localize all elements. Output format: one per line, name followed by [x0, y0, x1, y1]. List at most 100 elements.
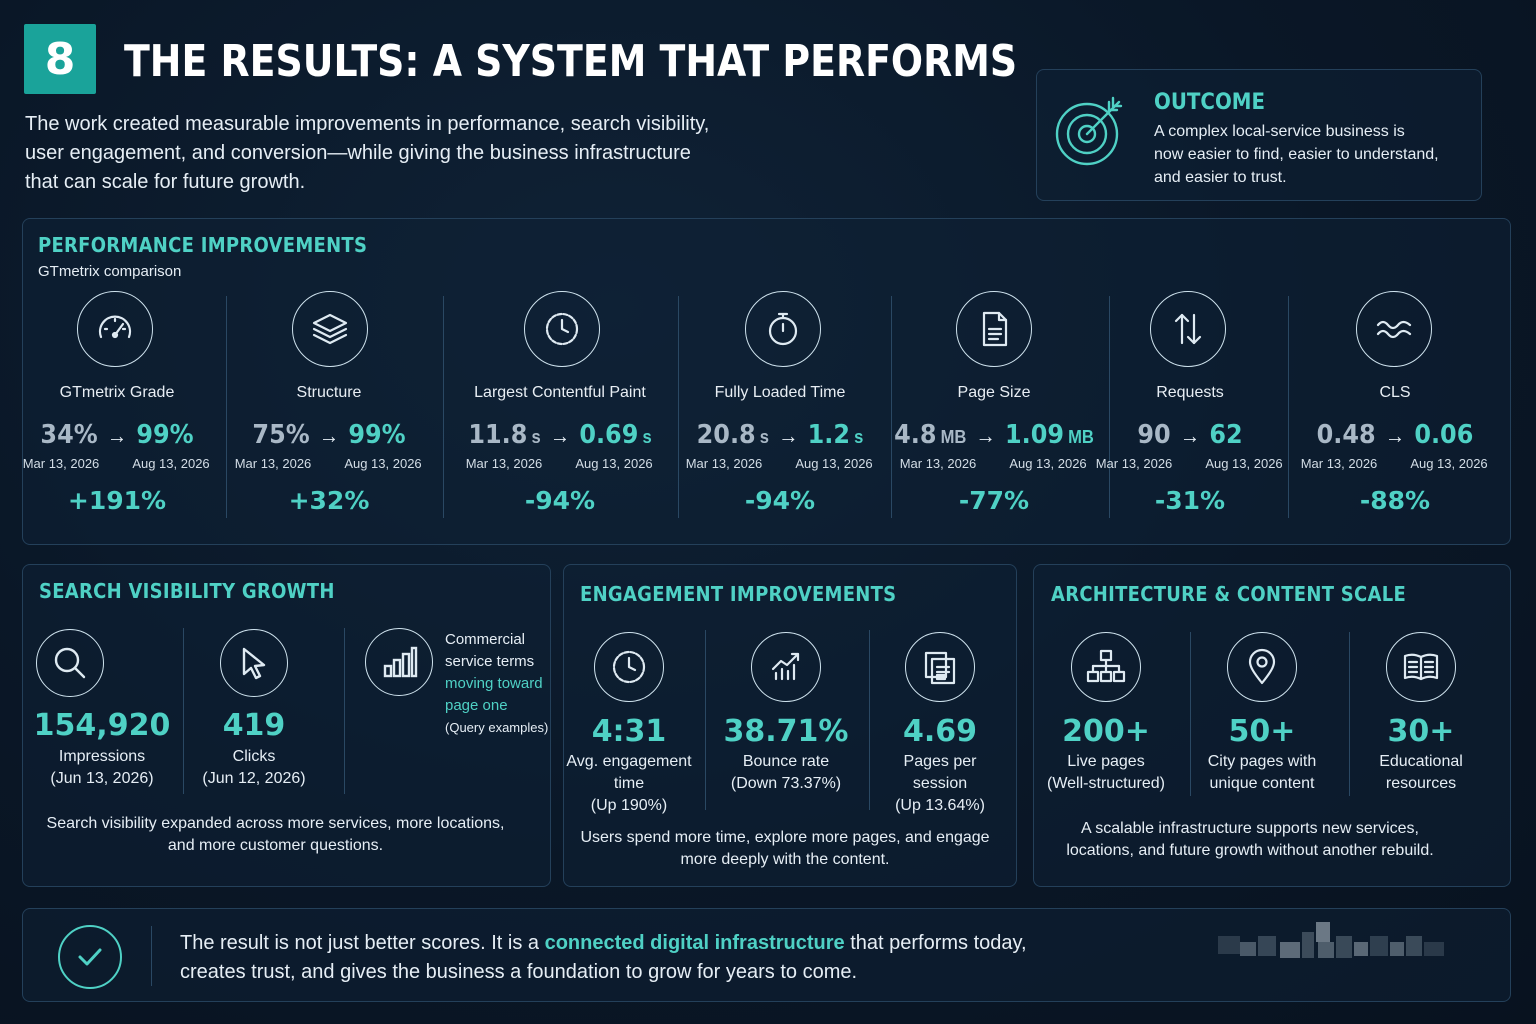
outcome-card: OUTCOME A complex local-service business…	[1036, 69, 1482, 201]
unit-before: s	[759, 427, 770, 447]
divider	[1109, 296, 1110, 518]
clicks-value: 419	[222, 708, 286, 743]
value-after: 1.09	[1004, 420, 1065, 450]
arrow-right-icon: →	[106, 423, 128, 448]
performance-title: PERFORMANCE IMPROVEMENTS	[38, 233, 368, 257]
book-icon	[1386, 632, 1456, 702]
metric-label: Page Size	[957, 384, 1031, 401]
unit-after: MB	[1068, 427, 1094, 447]
search-caption: Search visibility expanded across more s…	[46, 815, 505, 854]
arrow-right-icon: →	[1179, 423, 1201, 448]
value-after: 99%	[348, 420, 406, 450]
document-icon	[956, 291, 1032, 367]
value-before: 20.8	[696, 420, 756, 450]
metric-values: 4.8 MB → 1.09 MB	[893, 420, 1095, 450]
trend-chart-icon	[751, 632, 821, 702]
date-before: Mar 13, 2026	[234, 456, 312, 471]
divider	[151, 926, 152, 986]
impressions-value: 154,920	[33, 708, 171, 743]
search-panel	[22, 564, 551, 887]
metric-label: Structure	[296, 384, 362, 401]
metric-values: 20.8 s → 1.2 s	[679, 420, 881, 450]
stat-label: Pages per session (Up 13.64%)	[895, 753, 985, 814]
architecture-caption: A scalable infrastructure supports new s…	[1066, 820, 1434, 859]
stat-value: 4.69	[902, 714, 978, 749]
transfer-arrows-icon	[1150, 291, 1226, 367]
architecture-panel	[1033, 564, 1511, 887]
layers-icon	[292, 291, 368, 367]
date-before: Mar 13, 2026	[899, 456, 977, 471]
section-number-badge: 8	[24, 24, 96, 94]
date-before: Mar 13, 2026	[1095, 456, 1173, 471]
divider	[344, 628, 345, 794]
value-before: 0.48	[1316, 420, 1376, 450]
clock-icon	[594, 632, 664, 702]
value-after: 1.2	[807, 420, 851, 450]
performance-panel	[22, 218, 1511, 545]
outcome-title: OUTCOME	[1154, 90, 1266, 115]
search-icon	[36, 629, 104, 697]
divider	[891, 296, 892, 518]
value-after: 0.69	[579, 420, 639, 450]
metric-change: +32%	[288, 486, 370, 515]
metric-values: 11.8 s → 0.69 s	[459, 420, 661, 450]
stat-label: City pages with unique content	[1207, 753, 1317, 792]
metric-label: Fully Loaded Time	[714, 384, 846, 401]
wave-icon	[1356, 291, 1432, 367]
date-before: Mar 13, 2026	[22, 456, 100, 471]
metric-values: 34% → 99%	[16, 420, 218, 450]
value-before: 11.8	[468, 420, 528, 450]
performance-subtitle: GTmetrix comparison	[38, 263, 182, 280]
engagement-panel	[563, 564, 1017, 887]
arrow-right-icon: →	[318, 423, 340, 448]
divider	[1190, 632, 1191, 796]
stat-label: Bounce rate (Down 73.37%)	[730, 753, 842, 792]
search-title: SEARCH VISIBILITY GROWTH	[39, 579, 335, 603]
stat-value: 4:31	[591, 714, 667, 749]
divider	[226, 296, 227, 518]
value-after: 0.06	[1414, 420, 1474, 450]
engagement-title: ENGAGEMENT IMPROVEMENTS	[580, 582, 897, 606]
outcome-text: A complex local-service business is now …	[1154, 123, 1439, 186]
pages-icon	[905, 632, 975, 702]
date-after: Aug 13, 2026	[1009, 456, 1087, 471]
sitemap-icon	[1071, 632, 1141, 702]
clicks-label: Clicks (Jun 12, 2026)	[202, 748, 306, 787]
bar-chart-icon	[365, 628, 433, 696]
metric-change: -77%	[958, 486, 1030, 515]
arrow-right-icon: →	[778, 423, 799, 448]
clock-icon	[524, 291, 600, 367]
engagement-caption: Users spend more time, explore more page…	[580, 829, 990, 868]
arrow-right-icon: →	[1384, 423, 1406, 448]
value-before: 34%	[40, 420, 98, 450]
metric-change: -31%	[1154, 486, 1226, 515]
target-icon	[1053, 92, 1129, 168]
metric-values: 75% → 99%	[228, 420, 430, 450]
stat-value: 50+	[1228, 714, 1296, 749]
intro-text: The work created measurable improvements…	[25, 113, 710, 193]
footer-statement: The result is not just better scores. It…	[180, 932, 1027, 983]
metric-values: 90 → 62	[1089, 420, 1291, 450]
date-before: Mar 13, 2026	[465, 456, 543, 471]
stat-label: Live pages (Well-structured)	[1047, 753, 1165, 792]
date-before: Mar 13, 2026	[1300, 456, 1378, 471]
blurred-logo	[1218, 922, 1450, 970]
metric-label: Largest Contentful Paint	[474, 384, 646, 401]
divider	[869, 630, 870, 810]
arrow-right-icon: →	[975, 423, 996, 448]
architecture-title: ARCHITECTURE & CONTENT SCALE	[1051, 582, 1407, 606]
date-after: Aug 13, 2026	[132, 456, 210, 471]
value-after: 99%	[136, 420, 194, 450]
stat-label: Avg. engagement time (Up 190%)	[566, 753, 692, 814]
metric-label: CLS	[1379, 384, 1411, 401]
impressions-label: Impressions (Jun 13, 2026)	[50, 748, 154, 787]
divider	[705, 630, 706, 810]
arrow-right-icon: →	[549, 423, 571, 448]
value-before: 75%	[252, 420, 310, 450]
divider	[1288, 296, 1289, 518]
metric-change: +191%	[67, 486, 167, 515]
date-before: Mar 13, 2026	[685, 456, 763, 471]
metric-change: -94%	[524, 486, 596, 515]
metric-values: 0.48 → 0.06	[1294, 420, 1496, 450]
location-pin-icon	[1227, 632, 1297, 702]
